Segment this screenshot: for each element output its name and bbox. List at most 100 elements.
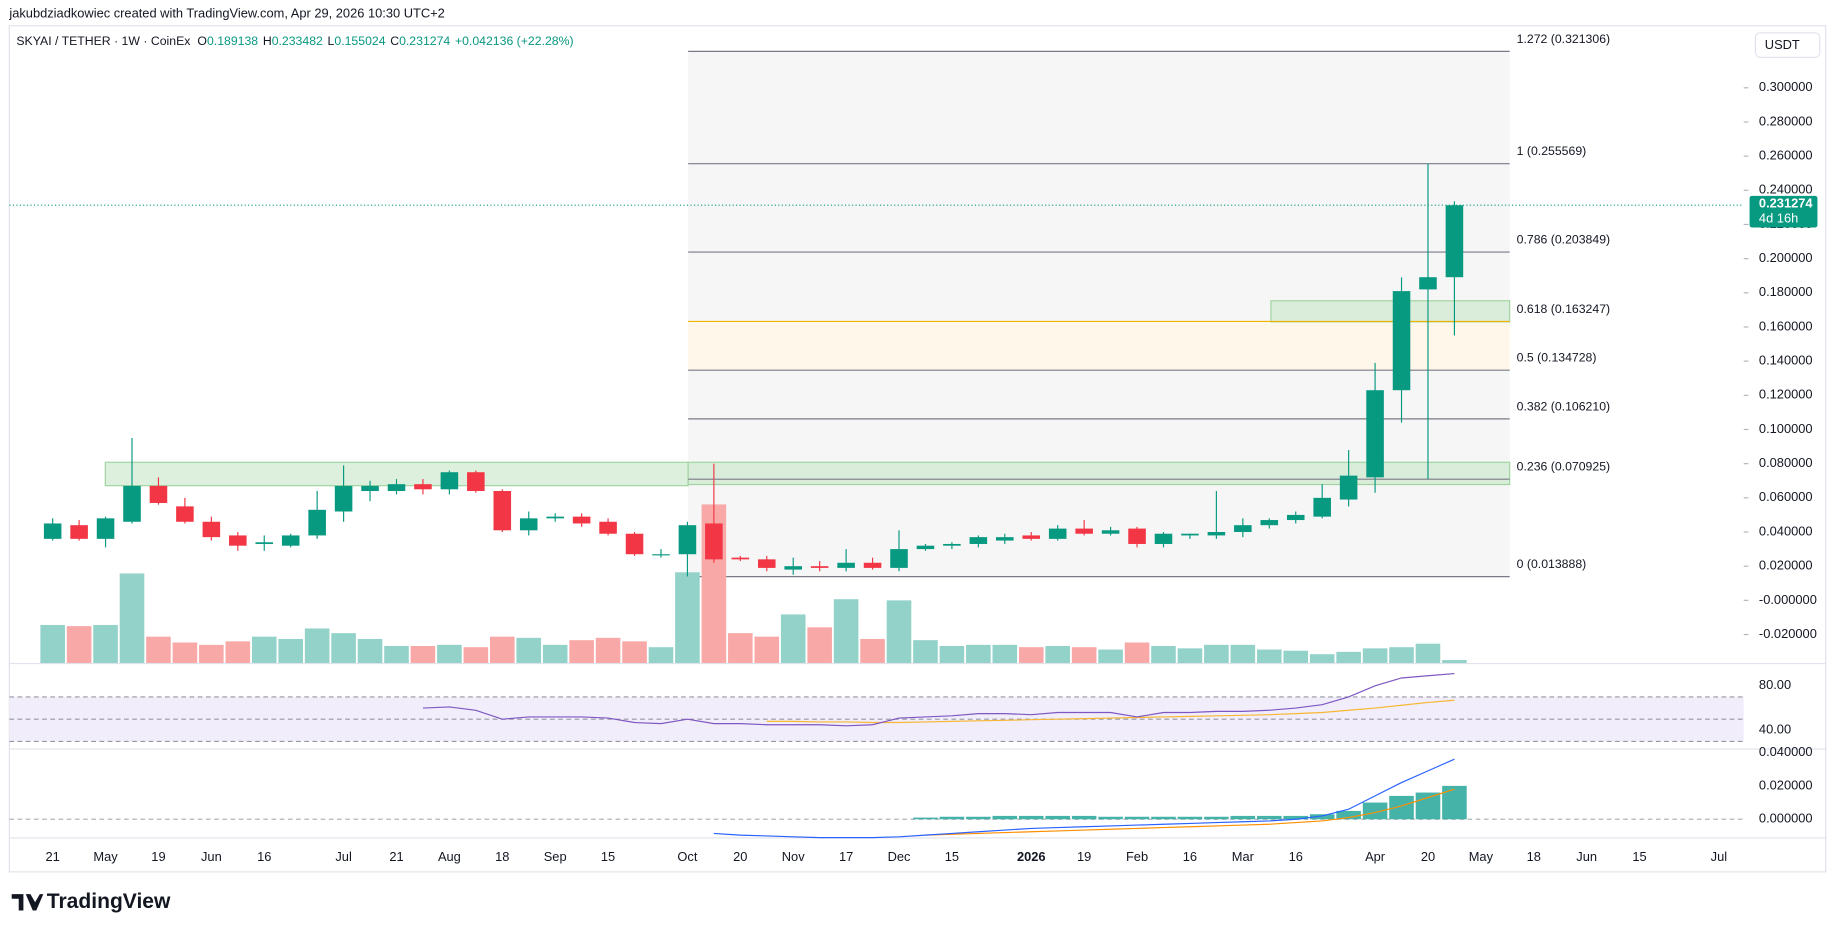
macd-signal-line — [925, 788, 1455, 836]
y-tick-label: 0.260000 — [1759, 148, 1813, 163]
x-tick-label: Jun — [201, 849, 222, 864]
x-tick-label: 16 — [1289, 849, 1303, 864]
y-tick-label: 0.020000 — [1759, 558, 1813, 573]
macd-tick-label: 0.040000 — [1759, 744, 1813, 759]
volume-bar — [1177, 648, 1203, 664]
volume-bar — [648, 647, 674, 664]
y-tick-label: 0.040000 — [1759, 523, 1813, 538]
y-tick-label: 0.080000 — [1759, 455, 1813, 470]
fib-label: 0.618 (0.163247) — [1517, 302, 1610, 316]
candle-body — [1022, 535, 1041, 539]
x-tick-label: Feb — [1126, 849, 1148, 864]
rsi-line — [422, 672, 1455, 727]
candle-body — [652, 554, 670, 556]
candle-body — [255, 542, 274, 544]
candle-body — [837, 562, 855, 568]
y-tick-label: 0.280000 — [1759, 113, 1813, 128]
ohlc-value: 0.189138 — [207, 34, 258, 48]
volume-bar — [172, 642, 198, 664]
volume-bar — [728, 633, 753, 664]
volume-bar — [384, 646, 409, 664]
x-tick-label: 15 — [601, 849, 615, 864]
volume-bar — [1415, 643, 1441, 664]
currency[interactable]: USDT — [1765, 37, 1800, 52]
resistance-zone — [1270, 300, 1511, 323]
candle-body — [890, 549, 908, 568]
macd-line — [713, 758, 1455, 839]
candle-body — [229, 535, 247, 546]
candle-body — [1313, 497, 1331, 517]
x-tick-label: Jul — [1711, 849, 1727, 864]
currency-button[interactable] — [1754, 32, 1821, 58]
volume-bar — [225, 641, 251, 664]
candle-body — [334, 485, 353, 512]
volume-bar — [1230, 644, 1256, 664]
y-tick-label: 0.180000 — [1759, 284, 1813, 299]
ohlc-label: O — [197, 34, 207, 48]
volume-bar — [886, 600, 912, 664]
ohlc-label: H — [263, 34, 272, 48]
candle-body — [1234, 525, 1252, 533]
macd-histogram — [1045, 815, 1070, 820]
macd-histogram — [1230, 815, 1256, 820]
macd-histogram — [1018, 815, 1044, 820]
volume-bar — [754, 636, 780, 664]
x-tick-label: Jun — [1576, 849, 1597, 864]
fib-label: 1 (0.255569) — [1517, 144, 1587, 158]
x-tick-label: Nov — [782, 849, 805, 864]
ohlc-value: 0.155024 — [334, 34, 385, 48]
y-tick-label: -0.000000 — [1759, 592, 1817, 607]
candle-body — [1286, 514, 1305, 521]
price-tag-value: 0.231274 — [1759, 195, 1813, 210]
candle-body — [123, 485, 141, 522]
volume-bar — [1124, 642, 1150, 664]
fib-golden-zone — [688, 321, 1510, 371]
symbol-line: SKYAI / TETHER · 1W · CoinEx O0.189138 H0.… — [16, 34, 573, 48]
rsi-band — [9, 696, 1744, 742]
x-tick-label: 18 — [1527, 849, 1541, 864]
countdown: 4d 16h — [1759, 211, 1798, 226]
volume-bar — [463, 647, 489, 664]
macd-histogram — [1151, 816, 1176, 820]
volume-bar — [66, 626, 92, 664]
x-tick-label: 21 — [389, 849, 403, 864]
volume-bar — [251, 636, 277, 664]
candle-body — [202, 521, 221, 538]
volume-bar — [1309, 654, 1335, 664]
ohlc-value: 0.233482 — [272, 34, 323, 48]
candle-body — [678, 525, 697, 555]
frame — [8, 25, 1827, 873]
x-tick-label: Apr — [1365, 849, 1386, 864]
fib-label: 0.5 (0.134728) — [1517, 351, 1597, 365]
candle-body — [149, 485, 168, 503]
volume-bar — [1151, 646, 1176, 664]
brand-logo: TradingView — [11, 890, 171, 913]
x-tick-label: 19 — [1077, 849, 1091, 864]
candle-body — [863, 562, 882, 568]
macd-histogram — [1442, 785, 1467, 820]
volume-bar — [1204, 644, 1229, 664]
brand: TradingView — [47, 890, 171, 913]
candle-body — [1419, 277, 1437, 290]
volume-bar — [542, 644, 568, 664]
fib-label: 0 (0.013888) — [1517, 557, 1587, 571]
candle-body — [1260, 520, 1279, 526]
macd-histogram — [1071, 815, 1097, 820]
volume-bar — [939, 646, 965, 664]
rsi-tick-label: 40.00 — [1759, 722, 1791, 737]
volume-bar — [595, 637, 621, 664]
candle-body — [1207, 532, 1226, 536]
x-tick-label: 16 — [1183, 849, 1197, 864]
x-tick-label: May — [1469, 849, 1494, 864]
symbol: SKYAI / TETHER · 1W · CoinEx — [16, 34, 190, 48]
fib-label: 0.382 (0.106210) — [1517, 399, 1610, 413]
candle-body — [440, 472, 459, 490]
volume-bar — [913, 640, 938, 664]
x-tick-label: 21 — [46, 849, 60, 864]
macd-histogram — [1415, 792, 1441, 820]
candle-body — [1128, 528, 1146, 544]
volume-bar — [1098, 649, 1123, 664]
candle-body — [493, 491, 512, 531]
candle-body — [546, 516, 564, 519]
